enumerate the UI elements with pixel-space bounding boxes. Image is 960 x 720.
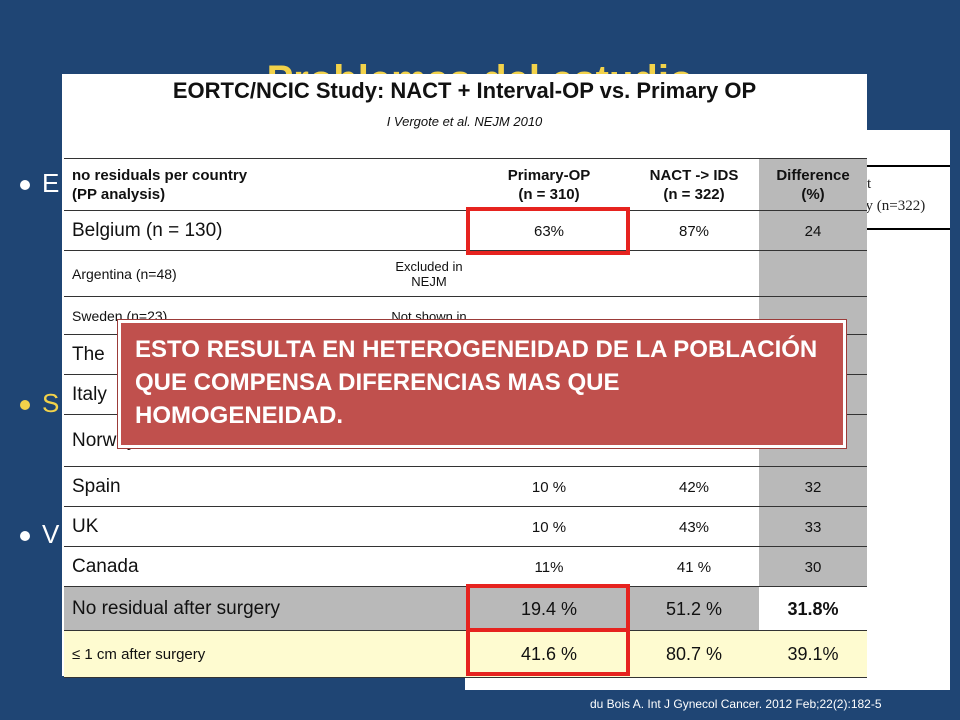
row-label: The	[72, 344, 105, 365]
citation: du Bois A. Int J Gynecol Cancer. 2012 Fe…	[590, 697, 882, 711]
header-difference: Difference (%)	[759, 159, 867, 211]
table-row: Belgium (n = 130) 63% 87% 24	[64, 210, 867, 251]
bullet-fragment-1: E	[42, 168, 60, 198]
back-col-header-1: t	[867, 176, 872, 192]
row-difference: 24	[759, 211, 867, 251]
table-header-row: no residuals per country (PP analysis) P…	[64, 158, 867, 211]
figure-subtitle: I Vergote et al. NEJM 2010	[386, 114, 543, 129]
row-difference	[759, 251, 867, 297]
row-primary: 10 %	[531, 478, 567, 496]
figure-title: EORTC/NCIC Study: NACT + Interval-OP vs.…	[172, 78, 757, 103]
row-nact: 41 %	[676, 558, 712, 576]
bullet-dot	[20, 531, 30, 541]
row-label: Argentina (n=48)	[72, 266, 177, 282]
summary-row: No residual after surgery 19.4 % 51.2 % …	[64, 586, 867, 631]
table-row: Spain 10 % 42% 32	[64, 466, 867, 507]
callout-box: ESTO RESULTA EN HETEROGENEIDAD DE LA POB…	[117, 319, 847, 449]
row-nact: 43%	[678, 518, 710, 536]
highlight-box-belgium	[466, 207, 630, 255]
row-difference: 32	[759, 467, 867, 507]
row-label: UK	[72, 516, 99, 537]
row-difference: 33	[759, 507, 867, 547]
row-label: Spain	[72, 476, 121, 497]
summary-nact: 80.7 %	[665, 643, 723, 664]
table-row: UK 10 % 43% 33	[64, 506, 867, 547]
header-primary-op: Primary-OP (n = 310)	[507, 167, 591, 203]
row-note: Excluded in NEJM	[395, 259, 463, 289]
bullet-dot	[20, 400, 30, 410]
header-nact-ids: NACT -> IDS (n = 322)	[649, 167, 739, 203]
bullet-fragment-3: V	[42, 519, 60, 549]
row-primary: 11%	[534, 558, 564, 576]
highlight-box-no-residual	[466, 584, 630, 632]
row-nact: 42%	[678, 478, 710, 496]
row-label: Belgium (n = 130)	[72, 220, 223, 241]
summary-nact: 51.2 %	[665, 598, 723, 619]
back-col-header-2: py (n=322)	[858, 198, 926, 214]
summary-label: ≤ 1 cm after surgery	[72, 645, 206, 663]
summary-difference: 39.1%	[759, 631, 867, 677]
table-row: Canada 11% 41 % 30	[64, 546, 867, 587]
table-row: Argentina (n=48) Excluded in NEJM	[64, 250, 867, 297]
summary-row: ≤ 1 cm after surgery 41.6 % 80.7 % 39.1%	[64, 630, 867, 678]
summary-difference: 31.8%	[759, 587, 867, 631]
row-label: Canada	[72, 556, 139, 577]
row-note: Not shown in	[391, 308, 467, 324]
row-primary: 63%	[533, 222, 565, 240]
summary-primary: 19.4 %	[520, 598, 578, 619]
row-label: Italy	[72, 384, 107, 405]
row-nact: 87%	[678, 222, 710, 240]
bullet-dot	[20, 180, 30, 190]
summary-primary: 41.6 %	[520, 643, 578, 664]
header-country: no residuals per country (PP analysis)	[72, 167, 248, 203]
row-difference: 30	[759, 547, 867, 587]
bullet-fragment-2: S	[42, 388, 60, 418]
highlight-box-1cm	[466, 628, 630, 676]
summary-label: No residual after surgery	[72, 598, 281, 619]
row-primary: 10 %	[531, 518, 567, 536]
